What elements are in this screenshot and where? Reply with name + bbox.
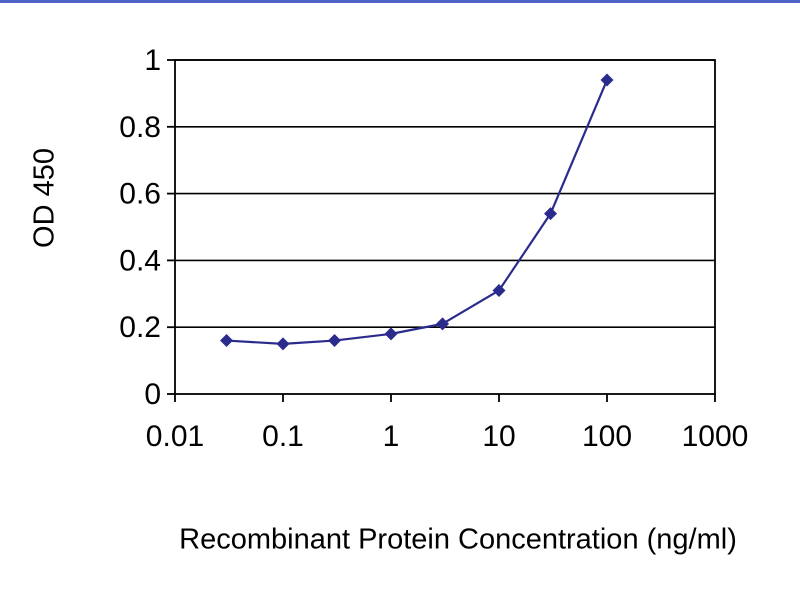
x-tick-label: 0.01 xyxy=(146,420,204,453)
data-point-marker xyxy=(544,207,558,221)
y-tick-label: 0.2 xyxy=(119,311,161,344)
data-point-marker xyxy=(220,334,234,348)
x-tick-label: 1000 xyxy=(682,420,749,453)
x-tick-label: 0.1 xyxy=(262,420,304,453)
y-axis-title: OD 450 xyxy=(28,148,61,248)
x-tick-label: 1 xyxy=(383,420,400,453)
y-tick-label: 0 xyxy=(144,378,161,411)
data-point-marker xyxy=(600,73,614,87)
series-line xyxy=(226,79,609,345)
x-axis-title: Recombinant Protein Concentration (ng/ml… xyxy=(179,523,737,556)
data-point-marker xyxy=(436,317,450,331)
data-point-marker xyxy=(328,334,342,348)
y-tick-label: 0.8 xyxy=(119,111,161,144)
data-point-marker xyxy=(384,327,398,341)
y-tick-label: 0.6 xyxy=(119,178,161,211)
x-tick-label: 100 xyxy=(582,420,632,453)
data-point-marker xyxy=(492,283,506,297)
y-tick-label: 1 xyxy=(144,44,161,77)
y-tick-label: 0.4 xyxy=(119,244,161,277)
x-tick-label: 10 xyxy=(482,420,515,453)
data-point-marker xyxy=(276,337,290,351)
plot-area: 0 0.2 0.4 0.6 0.8 1 0.01 0.1 1 10 100 1000 xyxy=(119,44,749,453)
plot-border xyxy=(174,59,716,395)
